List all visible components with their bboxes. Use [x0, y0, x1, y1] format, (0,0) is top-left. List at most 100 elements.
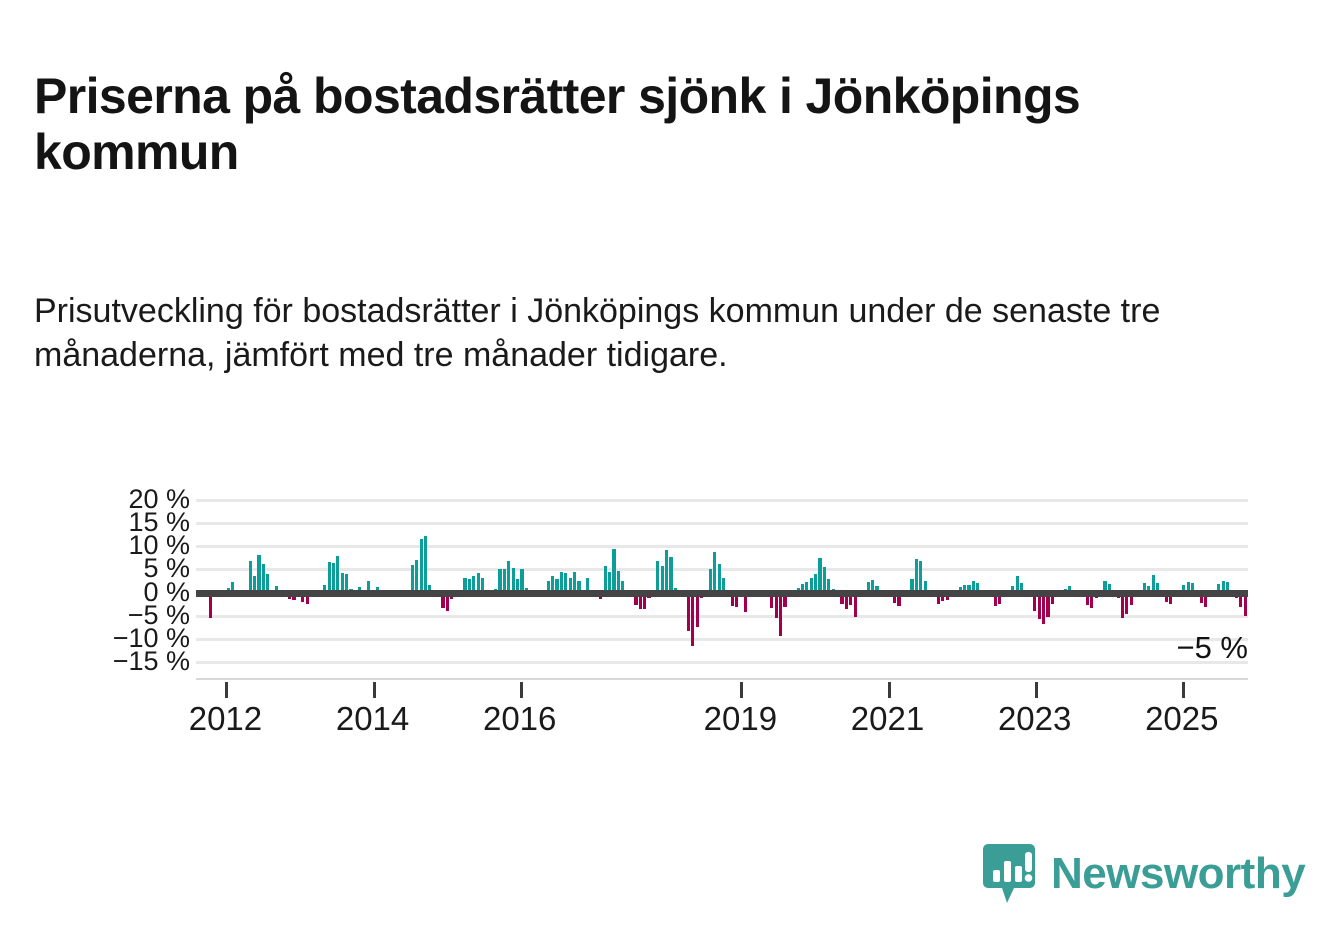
- bar: [1182, 585, 1186, 593]
- bar: [511, 567, 515, 593]
- bar: [936, 592, 940, 604]
- bar: [871, 580, 875, 593]
- y-axis-tick-label: −10 %: [112, 622, 190, 653]
- bar: [971, 580, 976, 593]
- bar: [301, 592, 305, 602]
- y-axis-tick-label: −5 %: [127, 599, 190, 630]
- last-value-annotation: −5 %: [1176, 630, 1248, 665]
- bar: [1155, 582, 1160, 593]
- gridline: [196, 661, 1248, 664]
- bar: [252, 575, 257, 593]
- bar: [1191, 583, 1195, 593]
- bar: [608, 572, 612, 593]
- bar-chart-speech-bubble-icon: [982, 843, 1036, 905]
- bar: [1037, 592, 1041, 619]
- bar: [770, 592, 774, 608]
- bar: [892, 592, 897, 603]
- bar: [1107, 584, 1111, 593]
- bar: [1199, 592, 1203, 603]
- bar: [419, 538, 423, 593]
- bar: [849, 592, 853, 605]
- bar: [778, 592, 783, 637]
- bar: [577, 580, 581, 593]
- bar: [875, 586, 879, 593]
- bar: [568, 577, 572, 593]
- bar: [691, 592, 695, 647]
- bar: [1186, 581, 1190, 593]
- bar: [1046, 592, 1050, 618]
- bar: [774, 592, 778, 619]
- bar: [1204, 592, 1208, 607]
- bar: [1226, 581, 1230, 593]
- bar: [472, 576, 476, 593]
- bar: [730, 592, 734, 606]
- bar: [621, 580, 625, 593]
- bar: [1169, 592, 1173, 605]
- bar: [515, 578, 520, 593]
- gridline: [196, 545, 1248, 549]
- bar: [660, 565, 664, 593]
- plot-area: [196, 499, 1248, 664]
- bar: [1068, 586, 1072, 593]
- x-axis-line: [196, 678, 1248, 680]
- gridline: [196, 499, 1248, 502]
- bar: [866, 581, 870, 593]
- bar: [551, 575, 555, 593]
- bar: [498, 568, 502, 593]
- bar: [818, 558, 822, 593]
- bar: [340, 573, 344, 593]
- bar: [1147, 586, 1151, 593]
- bar: [897, 592, 901, 606]
- x-axis-tick: [372, 682, 376, 698]
- bar: [520, 569, 524, 593]
- bar: [844, 592, 848, 610]
- y-axis-tick-label: 15 %: [128, 507, 190, 538]
- y-axis-tick-label: −15 %: [112, 646, 190, 676]
- y-axis-labels: 20 % 15 % 10 % 5 % 0 % −5 % −10 % −15 %: [60, 480, 190, 680]
- bar: [1239, 592, 1243, 608]
- x-axis-tick: [1034, 682, 1038, 698]
- newsworthy-logo: Newsworthy: [982, 843, 1306, 905]
- bar: [743, 592, 748, 612]
- bar: [274, 586, 279, 593]
- bar: [669, 557, 673, 593]
- bar: [323, 585, 327, 593]
- bar: [809, 578, 813, 593]
- bar: [827, 578, 831, 593]
- y-axis-tick-label: 0 %: [143, 576, 190, 607]
- gridline: [196, 568, 1248, 572]
- bar: [967, 585, 971, 593]
- bar: [257, 554, 261, 593]
- bar: [1142, 582, 1146, 593]
- bar: [423, 536, 428, 593]
- bar: [480, 577, 485, 593]
- bar: [476, 573, 480, 593]
- bar: [1164, 592, 1168, 602]
- bar: [231, 582, 235, 593]
- bar: [336, 556, 340, 593]
- bar: [1041, 592, 1046, 625]
- bar: [665, 549, 669, 593]
- x-axis-tick-label: 2014: [335, 700, 410, 737]
- bar: [1033, 592, 1037, 611]
- bar: [555, 579, 559, 593]
- bar: [910, 578, 914, 593]
- gridline: [196, 637, 1248, 641]
- page-title: Priserna på bostadsrätter sjönk i Jönköp…: [34, 67, 1081, 180]
- bar: [1085, 592, 1089, 605]
- bar: [717, 564, 721, 593]
- bar: [572, 571, 577, 593]
- bar: [708, 568, 713, 593]
- x-axis-tick-label: 2023: [997, 700, 1072, 737]
- bar: [441, 592, 445, 608]
- bar: [266, 573, 270, 593]
- bar: [822, 566, 826, 593]
- bar: [586, 578, 590, 593]
- bar: [722, 577, 726, 593]
- x-axis-tick: [225, 682, 229, 698]
- bar: [261, 563, 265, 593]
- bar: [638, 592, 642, 609]
- x-axis-tick: [887, 682, 891, 698]
- bar: [853, 592, 857, 617]
